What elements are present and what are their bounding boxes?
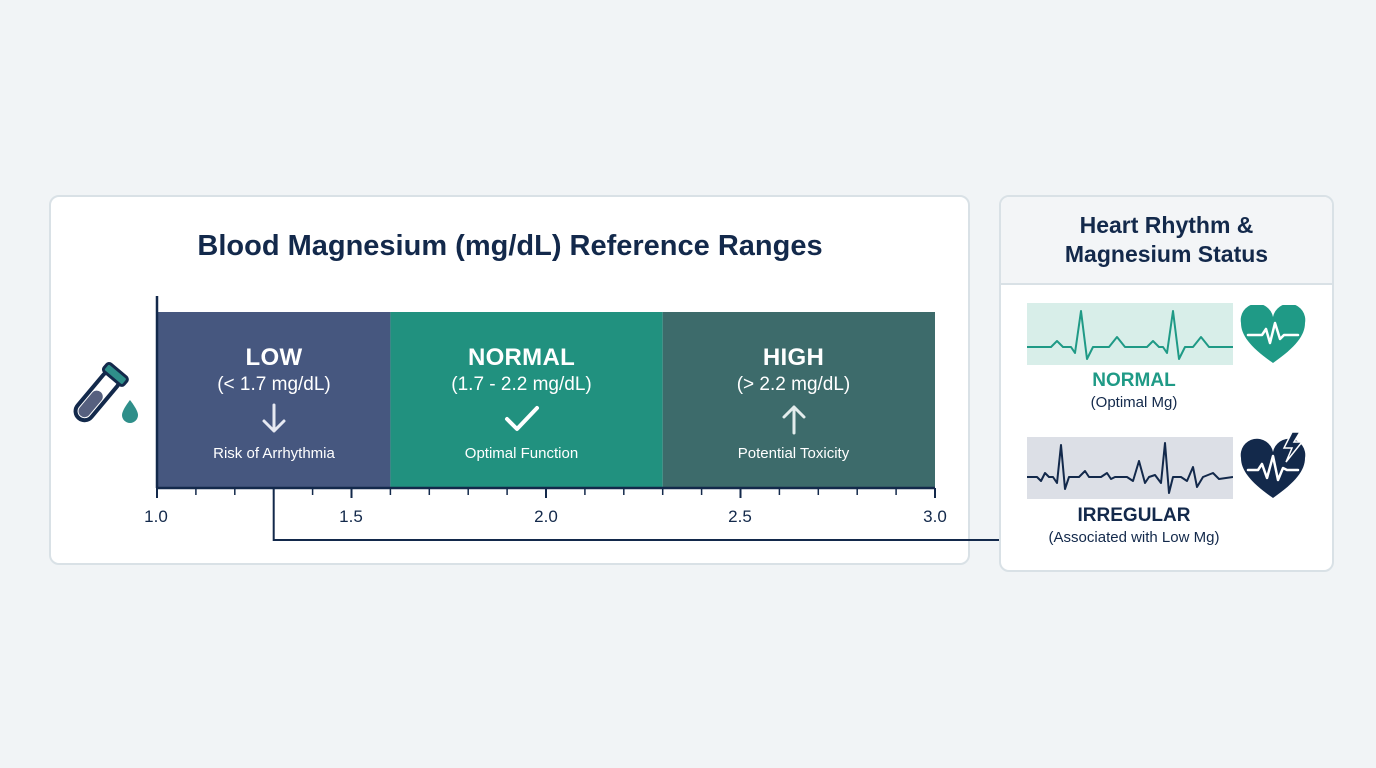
heart-lightning-icon [1240,431,1306,498]
heart-rhythm-header: Heart Rhythm & Magnesium Status [1001,197,1332,285]
zone-high-title: HIGH [762,344,825,371]
zone-band-high [662,312,935,488]
test-tube-icon [73,361,138,423]
status-normal-subtitle: (Optimal Mg) [1090,394,1178,411]
zone-low-label: LOW (< 1.7 mg/dL) Risk of Arrhythmia [157,344,391,462]
irregular-ecg-strip [1027,437,1233,499]
zone-normal-title: NORMAL [467,344,576,371]
tick-label: 2.0 [534,507,558,526]
check-icon [504,406,539,431]
zone-normal-range: (1.7 - 2.2 mg/dL) [451,374,592,395]
connector-line [272,488,1020,541]
arrow-up-icon [782,405,805,435]
panel-title-line-2: Magnesium Status [1064,241,1269,267]
zone-low-title: LOW [245,344,303,371]
zone-high-range: (> 2.2 mg/dL) [736,374,851,395]
tick-label: 1.0 [144,507,168,526]
tick-label: 2.5 [728,507,752,526]
zone-band-low [157,312,391,488]
status-irregular-title: IRREGULAR [1077,505,1191,526]
normal-ecg-strip [1027,303,1233,365]
status-irregular-subtitle: (Associated with Low Mg) [1048,529,1220,546]
zone-low-range: (< 1.7 mg/dL) [217,374,331,395]
zone-high-description: Potential Toxicity [737,445,850,462]
heart-rhythm-panel: Heart Rhythm & Magnesium Status [999,195,1334,572]
zone-low-description: Risk of Arrhythmia [213,445,335,462]
heart-normal-icon [1240,305,1306,363]
tick-label: 3.0 [923,507,947,526]
panel-title-line-1: Heart Rhythm & [1079,212,1254,238]
arrow-down-icon [262,403,286,433]
status-normal-title: NORMAL [1092,370,1176,391]
zone-band-normal [390,312,663,488]
chart-title: Blood Magnesium (mg/dL) Reference Ranges [197,230,823,262]
zone-normal-label: NORMAL (1.7 - 2.2 mg/dL) Optimal Functio… [391,344,652,462]
status-irregular-label: IRREGULAR (Associated with Low Mg) [1034,505,1234,546]
zone-high-label: HIGH (> 2.2 mg/dL) Potential Toxicity [652,344,935,462]
zone-normal-description: Optimal Function [464,445,579,462]
tick-label: 1.5 [339,507,363,526]
status-normal-label: NORMAL (Optimal Mg) [1034,370,1234,411]
